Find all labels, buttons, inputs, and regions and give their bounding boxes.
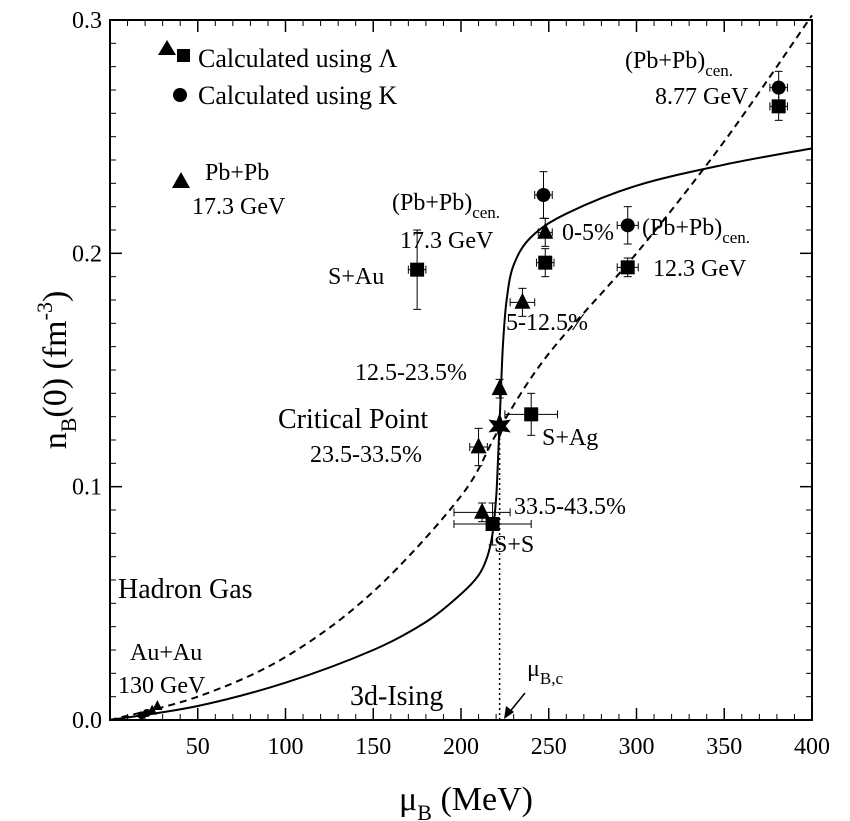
triangle-marker	[537, 222, 554, 239]
label-centrality-33-43: 33.5-43.5%	[514, 494, 626, 520]
y-tick-label: 0.1	[72, 475, 102, 501]
label-energy-173: 17.3 GeV	[400, 228, 494, 254]
critical-point-star	[488, 413, 511, 439]
y-axis-title: nB(0) (fm-3)	[32, 291, 81, 450]
x-tick-label: 250	[531, 734, 567, 760]
circle-marker	[771, 80, 786, 95]
label-energy-130: 130 GeV	[118, 673, 206, 699]
label-pbpb-cen-123: (Pb+Pb)cen.	[642, 215, 750, 247]
triangle-marker	[470, 437, 487, 454]
label-centrality-12-23: 12.5-23.5%	[355, 360, 467, 386]
curves	[109, 14, 813, 721]
y-tick-label: 0.2	[72, 241, 102, 267]
axis-ticks: 50 100 150 200 250 300 350 400 0.0 0.1 0.2 0.3	[72, 8, 830, 760]
x-tick-label: 100	[268, 734, 304, 760]
label-au-au: Au+Au	[130, 640, 202, 666]
legend-label-lambda: Calculated using Λ	[198, 44, 398, 73]
label-pbpb-cen-877: (Pb+Pb)cen.	[625, 48, 733, 80]
label-centrality-0-5: 0-5%	[562, 220, 614, 246]
square-marker	[410, 262, 425, 277]
x-tick-label: 400	[794, 734, 830, 760]
x-tick-label: 150	[355, 734, 391, 760]
label-energy-877: 8.77 GeV	[655, 84, 749, 110]
square-marker	[771, 99, 786, 114]
x-tick-label: 200	[443, 734, 479, 760]
label-centrality-23-33: 23.5-33.5%	[310, 442, 422, 468]
circle-marker	[142, 709, 151, 717]
label-hadron-gas: Hadron Gas	[118, 574, 253, 605]
mu-bc-arrow-head	[504, 706, 514, 719]
triangle-marker	[514, 292, 531, 309]
triangle-marker	[474, 502, 491, 519]
dashed-curve	[109, 14, 813, 721]
y-tick-label: 0.3	[72, 8, 102, 34]
label-pbpb: Pb+Pb	[205, 160, 269, 186]
data-markers	[137, 70, 788, 720]
y-tick-label: 0.0	[72, 708, 102, 734]
square-marker	[524, 407, 539, 422]
label-pbpb-cen-173: (Pb+Pb)cen.	[392, 190, 500, 222]
label-s-ag: S+Ag	[542, 425, 598, 451]
legend-circle-marker	[173, 88, 187, 102]
label-energy-123: 12.3 GeV	[653, 256, 747, 282]
label-s-au: S+Au	[328, 264, 384, 290]
legend-square-marker	[177, 49, 190, 62]
square-marker	[485, 517, 500, 531]
triangle-marker	[152, 700, 163, 710]
label-mu-bc: μB,c	[527, 656, 563, 688]
triangle-marker	[491, 379, 508, 396]
label-energy-173-pbpb: 17.3 GeV	[192, 194, 286, 220]
solid-curve	[109, 147, 813, 721]
legend-triangle-pbpb	[172, 172, 190, 188]
label-3d-ising: 3d-Ising	[350, 681, 443, 712]
x-axis-title: μB (MeV)	[399, 781, 533, 821]
circle-marker	[536, 188, 551, 202]
circle-marker	[620, 218, 635, 233]
label-centrality-5-12: 5-12.5%	[506, 310, 588, 336]
square-marker	[538, 255, 553, 270]
label-critical-point: Critical Point	[278, 404, 428, 435]
legend: Calculated using Λ Calculated using K	[158, 40, 398, 188]
legend-label-kaon: Calculated using K	[198, 81, 398, 110]
square-marker	[620, 260, 635, 275]
annotations: (Pb+Pb)cen. 8.77 GeV Pb+Pb 17.3 GeV (Pb+…	[118, 48, 750, 719]
x-tick-label: 300	[619, 734, 655, 760]
label-s-s: S+S	[494, 532, 534, 558]
x-tick-label: 350	[706, 734, 742, 760]
x-tick-label: 50	[186, 734, 210, 760]
legend-triangle-marker	[158, 40, 176, 55]
